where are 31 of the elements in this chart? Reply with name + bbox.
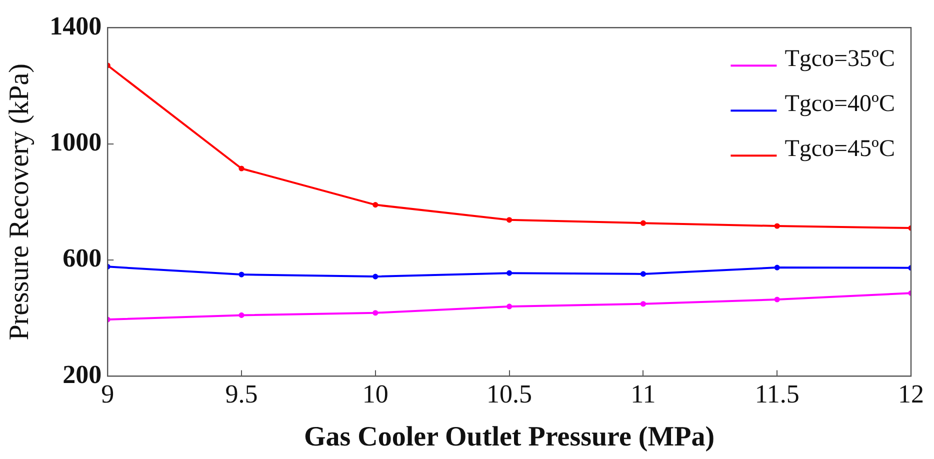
x-tick-label: 9 xyxy=(101,380,114,409)
x-tick-label: 10 xyxy=(362,380,388,409)
point xyxy=(506,217,512,223)
y-tick-label: 1000 xyxy=(50,128,102,157)
point xyxy=(238,312,244,318)
x-tick-label: 12 xyxy=(898,380,924,409)
y-tick-label: 1400 xyxy=(50,11,102,40)
point xyxy=(774,264,780,270)
point xyxy=(506,270,512,276)
y-tick-label: 600 xyxy=(62,244,102,273)
point xyxy=(774,296,780,302)
x-tick-label: 11 xyxy=(630,380,656,409)
point xyxy=(372,202,378,208)
point xyxy=(506,304,512,310)
y-tick-label: 200 xyxy=(62,360,102,389)
legend-label: Tgco=45ºC xyxy=(784,136,895,162)
point xyxy=(238,166,244,172)
legend-label: Tgco=35ºC xyxy=(784,46,895,72)
x-axis-title: Gas Cooler Outlet Pressure (MPa) xyxy=(304,421,715,452)
x-tick-label: 9.5 xyxy=(225,380,258,409)
point xyxy=(640,220,646,226)
point xyxy=(774,223,780,229)
point xyxy=(640,271,646,277)
point xyxy=(640,301,646,307)
y-axis-title: Pressure Recovery (kPa) xyxy=(4,63,36,340)
x-tick-label: 11.5 xyxy=(754,380,800,409)
legend-label: Tgco=40ºC xyxy=(784,90,895,117)
point xyxy=(372,310,378,316)
x-tick-label: 10.5 xyxy=(486,380,532,409)
point xyxy=(372,274,378,280)
point xyxy=(238,272,244,278)
